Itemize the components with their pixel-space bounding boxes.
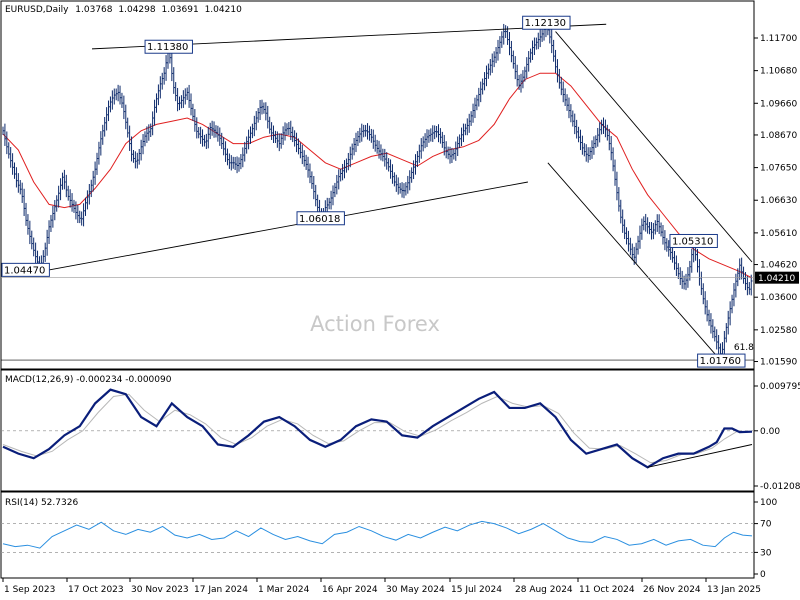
ohlc-close: 1.04210 — [205, 5, 242, 15]
price-tick-label: 1.09660 — [760, 99, 797, 109]
x-tick-label: 17 Oct 2023 — [68, 585, 124, 595]
price-tick-label: 1.06630 — [760, 196, 797, 206]
price-tick-label: 1.01590 — [760, 358, 797, 368]
price-label-box — [1, 262, 50, 277]
fib-level-label: 61.8 — [734, 343, 754, 353]
x-tick-label: 16 Apr 2024 — [322, 585, 378, 595]
symbol-header: EURUSD,Daily 1.03768 1.04298 1.03691 1.0… — [5, 5, 242, 15]
price-tick-label: 1.03600 — [760, 293, 797, 303]
price-label: 1.01760 — [700, 356, 741, 367]
macd-panel-frame — [0, 369, 755, 492]
macd-line — [2, 388, 753, 469]
ohlc-high: 1.04298 — [118, 5, 155, 15]
price-tick-label: 1.10680 — [760, 67, 797, 77]
price-tick-label: 1.08670 — [760, 131, 797, 141]
x-tick-label: 1 Mar 2024 — [258, 585, 310, 595]
trendline — [547, 162, 722, 362]
x-tick-label: 30 Nov 2023 — [131, 585, 189, 595]
rsi-title: RSI(14) 52.7326 — [5, 498, 78, 508]
x-tick-label: 28 Aug 2024 — [515, 585, 573, 595]
rsi-tick-label: 100 — [760, 498, 777, 508]
price-tick-label: 1.07650 — [760, 164, 797, 174]
trendline — [36, 181, 528, 273]
price-label-box — [522, 15, 571, 30]
current-price-label: 1.04210 — [758, 274, 795, 284]
rsi-tick-label: 0 — [760, 570, 766, 580]
x-tick-label: 1 Sep 2023 — [4, 585, 55, 595]
x-tick-label: 30 May 2024 — [386, 585, 445, 595]
price-label: 1.06018 — [299, 214, 340, 225]
price-label: 1.04470 — [4, 265, 45, 276]
rsi-tick-label: 70 — [760, 520, 772, 530]
macd-signal-line — [2, 393, 753, 464]
rsi-tick-label: 30 — [760, 548, 772, 558]
ohlc-open: 1.03768 — [75, 5, 112, 15]
macd-tick-label: 0.009795 — [760, 382, 800, 392]
timeframe-label: Daily — [46, 5, 69, 15]
rsi-layer: 100 70 30 0 — [1, 498, 777, 580]
symbol-label: EURUSD — [5, 5, 43, 15]
x-axis: 1 Sep 2023 17 Oct 2023 30 Nov 2023 17 Jan 2… — [2, 578, 761, 595]
price-tick-label: 1.05610 — [760, 229, 797, 239]
price-axis: 1.11700 1.10680 1.09660 1.08670 1.07650 1.066… — [1, 34, 799, 368]
watermark: Action Forex — [310, 312, 440, 336]
price-label: 1.12130 — [525, 18, 566, 29]
price-label-box — [697, 353, 746, 368]
price-label: 1.05310 — [672, 236, 713, 247]
trendline-layer — [1, 23, 754, 362]
price-layer — [2, 17, 753, 362]
x-tick-label: 26 Nov 2024 — [643, 585, 701, 595]
price-label-box — [296, 211, 345, 226]
macd-trendline — [647, 444, 753, 468]
macd-title: MACD(12,26,9) -0.000234 -0.000090 — [5, 375, 172, 385]
price-label: 1.11380 — [147, 42, 188, 53]
price-tick-label: 1.11700 — [760, 34, 797, 44]
annotation-layer: 1.11380 1.12130 1.06018 1.04470 1.05310 1.017… — [1, 15, 754, 368]
rsi-line — [2, 520, 753, 549]
ohlc-low: 1.03691 — [161, 5, 198, 15]
price-panel-frame — [0, 0, 755, 370]
macd-tick-label: 0.00 — [760, 427, 780, 437]
trendline — [555, 31, 753, 263]
price-label-box — [144, 39, 193, 54]
price-tick-label: 1.02580 — [760, 326, 797, 336]
price-tick-label: 1.04620 — [760, 261, 797, 271]
x-tick-label: 17 Jan 2024 — [194, 585, 248, 595]
rsi-panel-frame — [0, 491, 755, 579]
x-tick-label: 11 Oct 2024 — [579, 585, 635, 595]
price-label-box — [669, 233, 718, 248]
x-tick-label: 15 Jul 2024 — [451, 585, 502, 595]
current-price-box — [755, 271, 799, 284]
x-tick-label: 13 Jan 2025 — [707, 585, 761, 595]
